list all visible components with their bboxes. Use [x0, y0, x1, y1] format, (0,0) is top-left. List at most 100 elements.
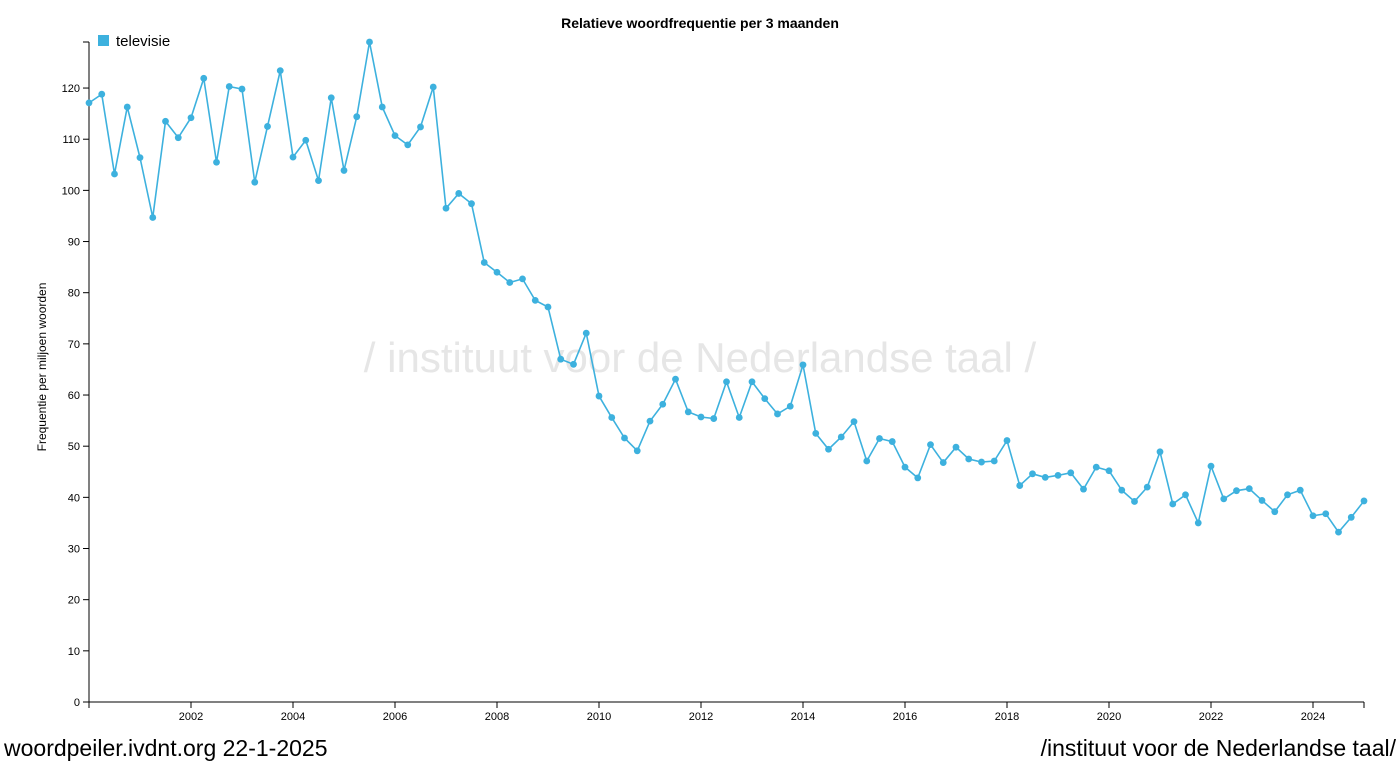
- data-point[interactable]: [710, 415, 718, 422]
- data-point[interactable]: [85, 99, 93, 107]
- data-point[interactable]: [1296, 486, 1304, 494]
- data-point[interactable]: [429, 83, 437, 91]
- data-point[interactable]: [952, 443, 960, 451]
- data-point[interactable]: [1194, 519, 1202, 527]
- data-point[interactable]: [302, 136, 310, 144]
- data-point[interactable]: [264, 123, 271, 130]
- data-point[interactable]: [888, 438, 896, 445]
- data-point[interactable]: [391, 132, 399, 140]
- data-point[interactable]: [684, 408, 692, 416]
- data-point[interactable]: [582, 329, 590, 337]
- data-point[interactable]: [315, 177, 322, 185]
- data-point[interactable]: [327, 94, 335, 102]
- data-point[interactable]: [378, 103, 386, 111]
- data-point[interactable]: [1182, 491, 1189, 499]
- data-point[interactable]: [608, 414, 616, 421]
- data-point[interactable]: [633, 447, 641, 455]
- data-point[interactable]: [162, 117, 169, 125]
- data-point[interactable]: [825, 445, 832, 453]
- data-point[interactable]: [111, 170, 118, 178]
- data-point[interactable]: [697, 413, 705, 421]
- data-point[interactable]: [1118, 486, 1126, 494]
- data-point[interactable]: [531, 296, 539, 304]
- data-point[interactable]: [519, 275, 526, 283]
- data-point[interactable]: [123, 103, 131, 111]
- data-point[interactable]: [1360, 497, 1368, 505]
- data-point[interactable]: [914, 474, 922, 482]
- data-point[interactable]: [1003, 437, 1011, 444]
- data-point[interactable]: [1105, 467, 1113, 475]
- data-point[interactable]: [276, 67, 284, 75]
- data-point[interactable]: [174, 134, 182, 142]
- data-point[interactable]: [557, 355, 565, 363]
- data-point[interactable]: [761, 395, 769, 402]
- data-point[interactable]: [1309, 512, 1317, 520]
- data-point[interactable]: [404, 141, 412, 149]
- data-point[interactable]: [493, 268, 501, 276]
- data-point[interactable]: [506, 279, 514, 286]
- data-point[interactable]: [225, 83, 233, 90]
- data-point[interactable]: [901, 463, 909, 471]
- data-point[interactable]: [646, 417, 654, 425]
- data-point[interactable]: [659, 400, 667, 408]
- data-point[interactable]: [544, 303, 552, 311]
- data-point[interactable]: [251, 178, 259, 186]
- data-point[interactable]: [1143, 483, 1151, 491]
- data-point[interactable]: [480, 259, 488, 266]
- data-point[interactable]: [1080, 485, 1087, 493]
- data-point[interactable]: [1245, 485, 1253, 493]
- data-point[interactable]: [1220, 495, 1228, 503]
- data-point[interactable]: [417, 123, 424, 131]
- data-point[interactable]: [595, 392, 603, 400]
- data-point[interactable]: [1347, 513, 1355, 521]
- data-point[interactable]: [1335, 528, 1342, 536]
- data-point[interactable]: [1233, 487, 1240, 495]
- data-point[interactable]: [468, 200, 475, 208]
- data-point[interactable]: [863, 457, 871, 465]
- data-point[interactable]: [1067, 469, 1075, 477]
- data-point[interactable]: [136, 154, 144, 162]
- data-point[interactable]: [1322, 510, 1330, 518]
- data-point[interactable]: [187, 114, 195, 122]
- data-point[interactable]: [621, 434, 628, 442]
- data-point[interactable]: [978, 458, 985, 466]
- data-point[interactable]: [990, 457, 998, 465]
- data-point[interactable]: [1041, 474, 1049, 481]
- data-point[interactable]: [200, 74, 208, 82]
- data-point[interactable]: [366, 38, 373, 46]
- data-point[interactable]: [774, 410, 781, 418]
- data-point[interactable]: [149, 214, 157, 221]
- data-point[interactable]: [1207, 462, 1215, 470]
- data-point[interactable]: [965, 455, 973, 463]
- data-point[interactable]: [939, 459, 947, 466]
- data-point[interactable]: [735, 414, 743, 421]
- data-point[interactable]: [1284, 491, 1291, 499]
- data-point[interactable]: [748, 378, 756, 386]
- data-point[interactable]: [340, 167, 348, 174]
- data-point[interactable]: [1029, 470, 1036, 478]
- legend[interactable]: televisie: [98, 33, 170, 50]
- data-point[interactable]: [1169, 500, 1177, 508]
- data-point[interactable]: [289, 153, 297, 161]
- data-point[interactable]: [455, 190, 463, 197]
- data-point[interactable]: [353, 113, 361, 121]
- data-point[interactable]: [786, 402, 794, 410]
- data-point[interactable]: [1271, 508, 1279, 516]
- data-point[interactable]: [799, 361, 807, 369]
- data-point[interactable]: [442, 204, 450, 212]
- data-point[interactable]: [723, 378, 730, 386]
- data-point[interactable]: [812, 430, 820, 437]
- data-point[interactable]: [570, 360, 577, 368]
- data-point[interactable]: [1156, 448, 1164, 456]
- data-point[interactable]: [876, 435, 883, 442]
- data-point[interactable]: [1016, 482, 1024, 489]
- data-point[interactable]: [238, 85, 246, 93]
- data-point[interactable]: [1258, 497, 1266, 504]
- data-point[interactable]: [98, 90, 106, 98]
- data-point[interactable]: [1054, 471, 1062, 479]
- data-point[interactable]: [927, 441, 934, 449]
- data-point[interactable]: [213, 158, 220, 166]
- data-point[interactable]: [1131, 498, 1138, 505]
- data-point[interactable]: [1092, 463, 1100, 471]
- data-point[interactable]: [837, 433, 845, 441]
